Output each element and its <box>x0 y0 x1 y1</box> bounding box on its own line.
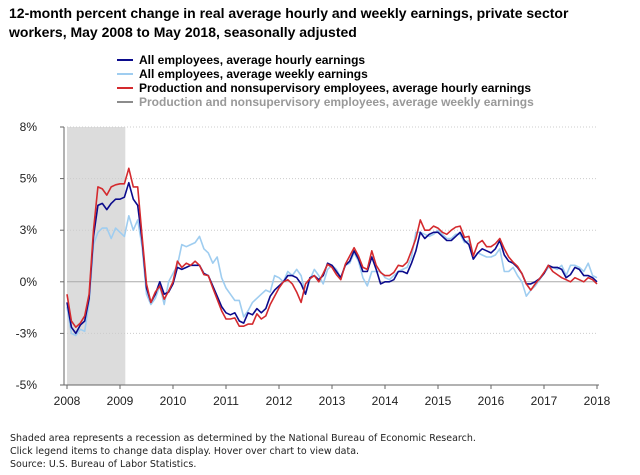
legend-swatch <box>117 59 133 61</box>
legend-label: Production and nonsupervisory employees,… <box>139 81 532 95</box>
legend-item-production-hourly[interactable]: Production and nonsupervisory employees,… <box>117 81 534 95</box>
x-tick-label: 2016 <box>478 394 505 408</box>
recession-note: Shaded area represents a recession as de… <box>10 433 476 444</box>
source-note: Source: U.S. Bureau of Labor Statistics. <box>10 459 197 470</box>
y-tick-label: 0% <box>20 275 38 289</box>
y-tick-label: -3% <box>16 326 38 340</box>
interaction-note: Click legend items to change data displa… <box>10 446 360 457</box>
y-tick-label: 8% <box>20 120 38 134</box>
legend-label: All employees, average weekly earnings <box>139 67 368 81</box>
legend-item-production-weekly[interactable]: Production and nonsupervisory employees,… <box>117 95 534 109</box>
x-tick-label: 2017 <box>531 394 558 408</box>
legend-item-all-weekly[interactable]: All employees, average weekly earnings <box>117 67 534 81</box>
x-tick-label: 2018 <box>584 394 611 408</box>
legend: All employees, average hourly earnings A… <box>117 53 534 109</box>
legend-label: All employees, average hourly earnings <box>139 53 366 67</box>
x-tick-label: 2014 <box>372 394 399 408</box>
series-line-production-and-nonsupervisory-employees-average-hourly-earnings <box>66 167 598 328</box>
x-tick-label: 2010 <box>160 394 187 408</box>
x-tick-label: 2009 <box>107 394 134 408</box>
legend-swatch <box>117 101 133 103</box>
legend-swatch <box>117 87 133 89</box>
recession-shading <box>67 127 126 385</box>
x-tick-label: 2015 <box>425 394 452 408</box>
y-tick-label: 3% <box>20 223 38 237</box>
x-tick-label: 2013 <box>319 394 346 408</box>
x-tick-label: 2011 <box>213 394 239 408</box>
legend-item-all-hourly[interactable]: All employees, average hourly earnings <box>117 53 534 67</box>
legend-swatch <box>117 73 133 75</box>
y-tick-label: -5% <box>16 378 38 392</box>
footnotes: Shaded area represents a recession as de… <box>10 432 476 471</box>
series-line-all-employees-average-hourly-earnings <box>66 181 598 335</box>
y-tick-label: 5% <box>20 172 38 186</box>
x-tick-label: 2012 <box>266 394 293 408</box>
legend-label: Production and nonsupervisory employees,… <box>139 95 534 109</box>
chart-title: 12-month percent change in real average … <box>9 5 569 40</box>
x-tick-label: 2008 <box>54 394 81 408</box>
line-chart[interactable]: 8% 5% 3% 0% -3% -5% 2008 2009 2010 2011 2012 2013 20… <box>0 110 640 420</box>
